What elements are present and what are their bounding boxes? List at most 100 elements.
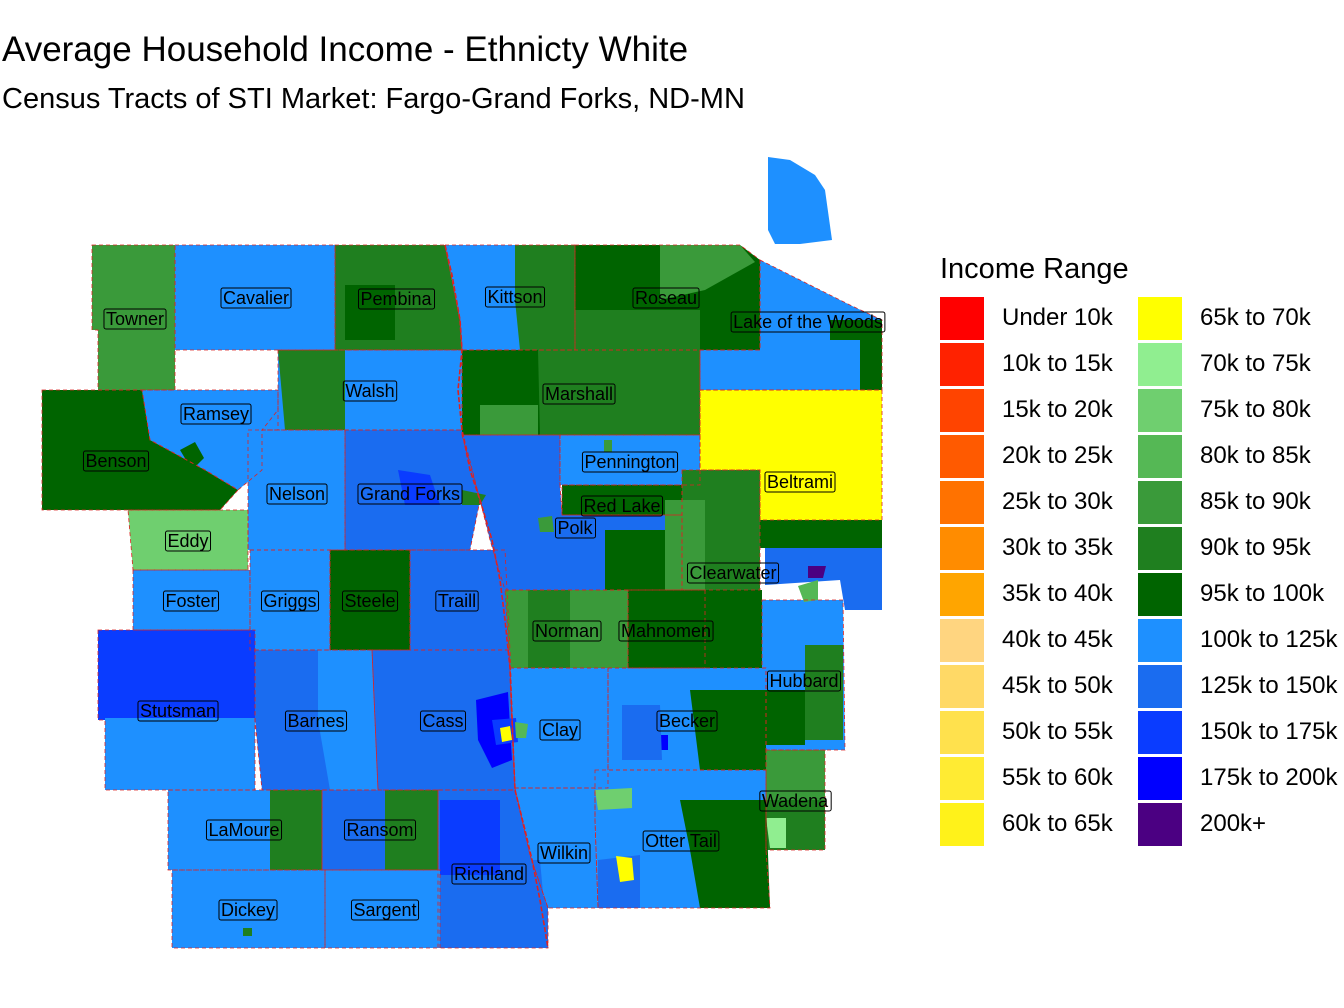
county-name: Grand Forks	[360, 484, 460, 504]
county-name: Barnes	[287, 711, 344, 731]
legend-swatch	[940, 296, 984, 340]
county-name: Beltrami	[767, 472, 833, 492]
county-name: Polk	[557, 518, 593, 538]
legend-label: 80k to 85k	[1200, 442, 1311, 469]
county-ramsey-shape	[142, 390, 278, 490]
legend-swatch	[940, 618, 984, 662]
legend-label: 125k to 150k	[1200, 672, 1338, 699]
county-label-griggs: Griggs	[260, 590, 320, 612]
county-label-box	[357, 483, 463, 505]
legend-item: 200k+	[1138, 802, 1266, 846]
county-cavalier-shape	[175, 245, 335, 350]
legend-item: 65k to 70k	[1138, 296, 1311, 340]
county-border	[444, 244, 576, 351]
tract-shape	[318, 650, 378, 790]
county-border	[344, 429, 481, 551]
county-label-wadena: Wadena	[759, 790, 832, 812]
county-label-box	[137, 700, 219, 722]
tract-shape	[595, 788, 632, 810]
county-name: Clearwater	[689, 563, 776, 583]
county-name: Roseau	[635, 288, 697, 308]
county-name: Otter Tail	[645, 831, 717, 851]
tract-shape	[616, 856, 634, 882]
tract-shape	[760, 520, 882, 548]
county-border	[97, 629, 256, 791]
tract-shape	[604, 440, 612, 452]
legend-label: 45k to 50k	[1002, 672, 1113, 699]
county-label-box	[581, 451, 679, 473]
legend-item: 100k to 125k	[1138, 618, 1337, 662]
legend-label: 15k to 20k	[1002, 396, 1113, 423]
tract-shape	[440, 800, 500, 875]
county-foster-shape	[133, 570, 250, 630]
county-label-box	[484, 286, 546, 308]
tract-shape	[243, 928, 252, 936]
legend-title: Income Range	[940, 253, 1129, 285]
county-name: Eddy	[167, 531, 208, 551]
county-name: Cavalier	[223, 288, 289, 308]
legend-swatch	[940, 434, 984, 478]
county-label-norman: Norman	[532, 620, 602, 642]
county-name: Red Lake	[583, 496, 660, 516]
legend-item: 50k to 55k	[940, 710, 1113, 754]
county-label-box	[357, 288, 436, 310]
county-label-box	[686, 562, 780, 584]
county-label-box	[542, 383, 616, 405]
county-towner-shape	[92, 245, 175, 390]
legend-swatch	[1138, 480, 1182, 524]
county-label-lamoure: LaMoure	[205, 819, 283, 841]
county-label-box	[342, 380, 398, 402]
legend-swatch	[940, 342, 984, 386]
county-clay-shape	[510, 668, 608, 788]
legend-label: 25k to 30k	[1002, 488, 1113, 515]
county-name: Becker	[659, 711, 715, 731]
state-line-red-river	[444, 244, 549, 949]
county-name: Ramsey	[183, 404, 249, 424]
legend-swatch	[940, 388, 984, 432]
tract-shape	[805, 645, 843, 740]
county-label-box	[162, 590, 220, 612]
county-label-otter-tail: Otter Tail	[642, 830, 720, 852]
tract-shape	[480, 405, 538, 435]
county-name: Pembina	[360, 289, 432, 309]
legend-swatch	[1138, 802, 1182, 846]
county-griggs-shape	[250, 550, 330, 650]
county-label-box	[350, 899, 420, 921]
tract-shape	[505, 860, 548, 948]
tract-shape	[808, 566, 826, 578]
tract-shape	[605, 530, 665, 590]
county-label-steele: Steele	[341, 590, 399, 612]
tract-shape	[575, 310, 700, 350]
legend-swatch	[1138, 618, 1182, 662]
legend-swatch	[940, 526, 984, 570]
legend-label: 175k to 200k	[1200, 764, 1338, 791]
county-name: Sargent	[353, 900, 416, 920]
legend-item: 55k to 60k	[940, 756, 1113, 800]
tract-shape	[765, 548, 882, 610]
legend-item: 85k to 90k	[1138, 480, 1311, 524]
legend-label: 90k to 95k	[1200, 534, 1311, 561]
legend-swatch	[1138, 434, 1182, 478]
tract-shape	[500, 726, 512, 742]
tract-shape	[385, 790, 438, 870]
legend-item: 20k to 25k	[940, 434, 1113, 478]
county-label-box	[220, 287, 292, 309]
county-label-wilkin: Wilkin	[537, 842, 591, 864]
county-border	[559, 434, 701, 486]
tract-shape	[538, 516, 554, 532]
tract-shape	[278, 350, 345, 430]
county-eddy-shape	[128, 510, 248, 570]
county-label-box	[343, 819, 417, 841]
county-name: Mahnomen	[621, 621, 711, 641]
legend-label: 35k to 40k	[1002, 580, 1113, 607]
legend-label: 75k to 80k	[1200, 396, 1311, 423]
county-labels: Cavalier Pembina Kittson Roseau Towner Lake o…	[82, 286, 886, 921]
county-name: Richland	[454, 864, 524, 884]
county-name: Wadena	[762, 791, 829, 811]
county-border	[41, 389, 239, 511]
map-title: Average Household Income - Ethnicty Whit…	[2, 30, 689, 69]
county-label-box	[759, 790, 832, 812]
legend-label: Under 10k	[1002, 304, 1113, 331]
legend-swatch	[940, 664, 984, 708]
county-label-marshall: Marshall	[542, 383, 616, 405]
